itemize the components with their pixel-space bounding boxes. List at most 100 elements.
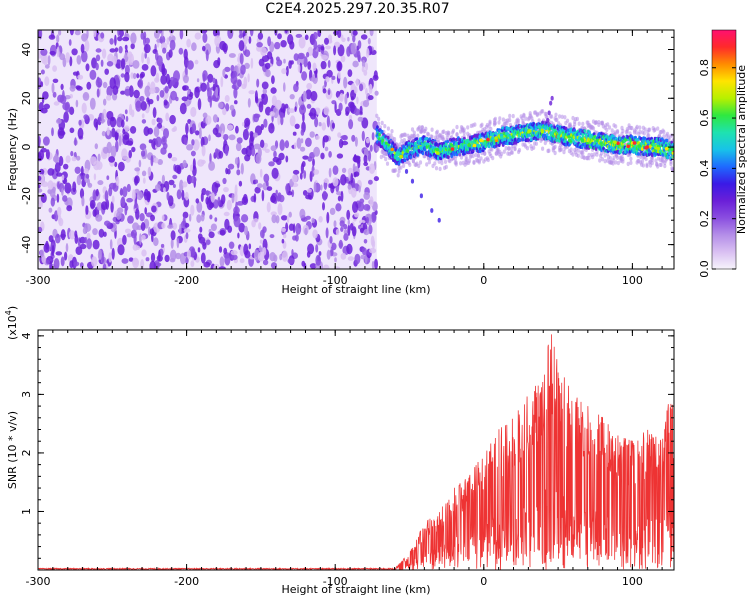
noise-blob <box>153 157 159 164</box>
noise-blob <box>329 37 332 43</box>
noise-blob <box>108 252 112 263</box>
noise-blob <box>328 151 332 158</box>
noise-blob <box>144 191 147 197</box>
noise-blob <box>65 155 71 163</box>
noise-blob <box>223 187 229 193</box>
noise-blob <box>109 77 116 89</box>
signal-core <box>502 131 506 136</box>
noise-blob <box>270 145 277 152</box>
noise-blob <box>300 146 306 152</box>
noise-blob <box>144 85 151 98</box>
noise-blob <box>182 159 187 168</box>
noise-blob <box>186 249 191 260</box>
noise-blob <box>288 108 296 114</box>
noise-blob <box>219 40 227 51</box>
signal-hotspot <box>637 144 641 148</box>
noise-blob <box>354 212 360 218</box>
signal-halo <box>616 160 621 166</box>
noise-blob <box>196 78 200 83</box>
noise-blob <box>286 214 290 223</box>
noise-blob <box>196 214 202 223</box>
noise-blob <box>318 122 322 127</box>
noise-blob <box>114 34 117 46</box>
noise-blob <box>227 163 235 170</box>
noise-blob <box>371 260 375 269</box>
signal-hotspot <box>486 137 490 142</box>
noise-blob <box>169 258 176 263</box>
signal-hotspot <box>472 143 477 148</box>
noise-blob <box>363 239 368 244</box>
noise-blob <box>366 47 370 58</box>
y-tick-label: 0 <box>20 144 33 151</box>
noise-blob <box>288 60 292 69</box>
signal-halo <box>424 126 428 131</box>
noise-blob <box>205 239 211 245</box>
noise-blob <box>101 201 108 211</box>
noise-blob <box>172 174 178 180</box>
noise-blob <box>38 136 41 148</box>
noise-blob <box>141 113 145 119</box>
noise-blob <box>353 171 360 177</box>
noise-blob <box>313 181 317 193</box>
signal-halo <box>575 116 580 122</box>
noise-blob <box>257 183 263 189</box>
signal-bump <box>550 95 554 101</box>
noise-blob <box>296 137 302 149</box>
signal-halo <box>581 151 585 156</box>
noise-blob <box>365 87 368 96</box>
noise-blob <box>121 148 128 160</box>
x-axis-label: Height of straight line (km) <box>281 583 430 596</box>
signal-halo <box>614 124 618 129</box>
noise-blob <box>92 189 97 202</box>
signal-core <box>436 156 440 160</box>
noise-blob <box>300 129 305 136</box>
signal-halo <box>430 134 434 140</box>
noise-blob <box>283 82 286 92</box>
signal-core <box>481 132 484 136</box>
x-tick-label: -100 <box>323 274 348 287</box>
noise-blob <box>201 122 206 129</box>
noise-blob <box>292 169 300 175</box>
noise-blob <box>330 183 335 194</box>
noise-blob <box>253 113 261 119</box>
noise-blob <box>239 53 244 65</box>
signal-halo <box>462 130 466 136</box>
noise-blob <box>344 94 348 105</box>
noise-blob <box>95 62 99 71</box>
signal-halo <box>563 115 567 120</box>
noise-blob <box>312 62 317 72</box>
noise-blob <box>191 123 197 134</box>
noise-blob <box>353 86 358 94</box>
noise-blob <box>340 190 344 202</box>
signal-halo <box>433 161 437 166</box>
noise-blob <box>225 103 230 112</box>
noise-blob <box>348 119 354 130</box>
signal-halo <box>479 156 483 161</box>
noise-blob <box>270 211 277 216</box>
noise-blob <box>156 94 160 102</box>
noise-blob <box>124 206 128 216</box>
noise-blob <box>349 102 355 113</box>
noise-blob <box>122 134 130 146</box>
noise-blob <box>76 155 81 161</box>
noise-blob <box>159 35 166 45</box>
noise-blob <box>323 135 329 143</box>
signal-halo <box>630 125 634 131</box>
noise-blob <box>363 229 370 236</box>
noise-blob <box>139 73 144 79</box>
signal-core <box>458 152 462 157</box>
noise-blob <box>161 214 165 221</box>
noise-blob <box>202 241 207 250</box>
signal-core <box>643 136 647 141</box>
noise-blob <box>248 90 255 95</box>
noise-blob <box>369 30 374 37</box>
signal-halo <box>377 121 381 126</box>
noise-blob <box>169 39 176 51</box>
noise-blob <box>365 62 368 71</box>
noise-blob <box>353 108 361 116</box>
noise-blob <box>221 194 226 205</box>
signal-halo <box>670 133 674 138</box>
noise-blob <box>315 135 320 140</box>
noise-blob <box>95 121 98 131</box>
noise-blob <box>356 96 359 105</box>
